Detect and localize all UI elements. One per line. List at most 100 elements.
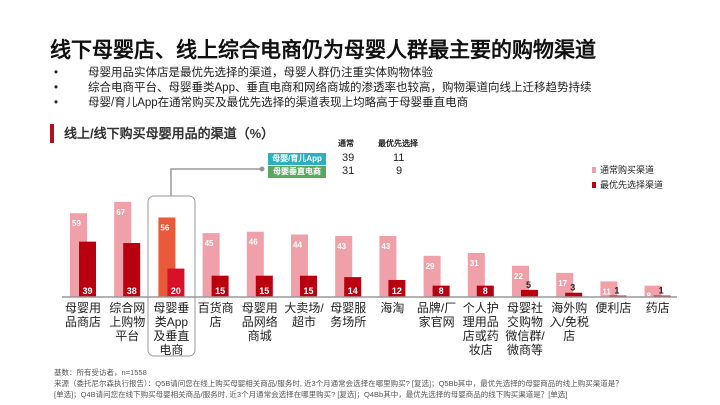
bar-first — [521, 289, 538, 297]
data-label-first: 38 — [127, 286, 137, 296]
category-label: 务场所 — [330, 314, 366, 329]
callout-value: 39 — [342, 152, 355, 164]
category-label: 店 — [563, 329, 575, 343]
category-label: 品网络 — [242, 314, 278, 329]
category-label: 理用品 — [463, 315, 499, 329]
category-label: 及垂直 — [153, 329, 189, 343]
data-label-first: 14 — [348, 286, 358, 296]
footnote-source: [单选]；Q4B请问您在线下购买母婴相关商品/服务时, 近3个月通常会选择在哪里… — [54, 390, 568, 399]
data-label-first: 15 — [215, 286, 225, 296]
data-label-usual: 22 — [514, 272, 523, 281]
data-label-usual: 29 — [426, 262, 435, 271]
bullet-list: 母婴用品实体店是最优先选择的渠道，母婴人群仍注重实体购物体验 综合电商平台、母婴… — [54, 66, 591, 111]
page-title: 线下母婴店、线上综合电商仍为母婴人群最主要的购物渠道 — [50, 39, 596, 62]
category-label: 母婴垂 — [153, 301, 189, 315]
data-label-first: 39 — [82, 286, 92, 296]
category-label: 店 — [210, 315, 222, 329]
category-label: 药店 — [646, 301, 670, 315]
category-label: 海淘 — [380, 300, 404, 315]
bar-first — [565, 292, 583, 297]
data-label-first: 8 — [483, 286, 488, 296]
bar-first — [432, 285, 450, 297]
category-label: 综合网 — [109, 300, 145, 315]
category-label: 超市 — [292, 314, 316, 329]
data-label-usual: 43 — [381, 242, 390, 251]
data-label-usual: 67 — [116, 208, 125, 217]
legend-swatch — [592, 167, 596, 173]
data-label-usual: 44 — [293, 241, 302, 250]
category-label: 类App — [155, 315, 189, 329]
callout-value: 9 — [396, 165, 403, 177]
data-label-usual: 8 — [647, 292, 652, 301]
bar-usual — [644, 285, 662, 297]
category-label: 母婴用 — [242, 301, 278, 315]
legend-label: 最优先选择渠道 — [600, 180, 664, 190]
callout-tag: 母婴垂直电商 — [268, 166, 326, 178]
bar-first — [211, 275, 229, 297]
legend-item: 通常购买渠道 — [592, 163, 654, 176]
data-label-first: 3 — [570, 283, 575, 293]
category-label: 店或药 — [463, 329, 499, 343]
bar-usual — [600, 281, 618, 297]
callout-col-first: 最优先选择 — [378, 139, 418, 148]
data-label-first: 8 — [439, 286, 444, 296]
bullet: 母婴/育儿App在通常购买及最优先选择的渠道表现上均略高于母婴垂直电商 — [54, 96, 591, 111]
category-label: 家官网 — [419, 314, 455, 329]
data-label-first: 1 — [614, 286, 619, 296]
category-label: 母婴服 — [330, 301, 366, 315]
data-label-usual: 31 — [470, 259, 479, 268]
bar-first — [344, 277, 362, 297]
data-label-first: 12 — [392, 286, 402, 296]
bar-first — [476, 285, 494, 297]
bar-first — [255, 275, 273, 297]
bar-first — [388, 279, 406, 297]
category-label: 商城 — [248, 328, 272, 343]
category-label: 品牌/厂 — [417, 301, 456, 315]
bar-first — [167, 268, 185, 297]
data-label-usual: 45 — [205, 239, 214, 248]
connector-line — [170, 168, 262, 196]
category-label: 电商 — [159, 342, 183, 357]
category-label: 上购物 — [109, 314, 145, 329]
data-label-usual: 56 — [160, 223, 169, 232]
bullet: 母婴用品实体店是最优先选择的渠道，母婴人群仍注重实体购物体验 — [54, 66, 591, 81]
callout-tag: 母婴/育儿App — [268, 153, 326, 165]
category-label: 微信群/ — [505, 329, 545, 343]
data-label-usual: 11 — [602, 287, 611, 296]
category-label: 微商等 — [507, 342, 543, 357]
legend-item: 最优先选择渠道 — [592, 178, 663, 191]
callout-col-usual: 通常 — [338, 139, 354, 148]
footnote: 基数：所有受访者，n=1558 来源（委托尼尔森执行报告）：Q5B请问您在线上购… — [54, 367, 694, 400]
bar-first — [300, 275, 317, 297]
data-label-first: 15 — [303, 286, 313, 296]
data-label-first: 15 — [259, 286, 269, 296]
bar-first — [123, 243, 141, 297]
data-label-usual: 43 — [337, 242, 346, 251]
data-label-usual: 17 — [558, 279, 567, 288]
connector-dot — [259, 166, 265, 172]
category-label: 百货商 — [198, 300, 234, 315]
category-label: 大卖场/ — [284, 301, 324, 315]
category-label: 个人护 — [463, 301, 499, 315]
data-label-first: 1 — [659, 286, 664, 296]
footnote-source: 来源（委托尼尔森执行报告）：Q5B请问您在线上购买母婴相关商品/服务时, 近3个… — [54, 379, 623, 388]
category-label: 母婴用 — [65, 301, 101, 315]
category-label: 交购物 — [507, 314, 543, 329]
data-label-usual: 59 — [72, 219, 81, 228]
legend-label: 通常购买渠道 — [600, 165, 655, 175]
callout-value: 11 — [393, 152, 405, 164]
category-label: 妆店 — [469, 343, 493, 357]
bar-usual — [512, 265, 529, 297]
data-label-usual: 46 — [249, 238, 258, 247]
category-label: 母婴社 — [507, 300, 543, 315]
callout-value: 31 — [342, 165, 355, 177]
legend-swatch — [592, 182, 596, 188]
category-label: 平台 — [115, 328, 139, 343]
section-title: 线上/线下购买母婴用品的渠道（%） — [50, 124, 274, 143]
data-label-first: 5 — [526, 280, 531, 290]
category-label: 入/免税 — [550, 314, 589, 329]
bar-first — [79, 241, 96, 297]
category-label: 品商店 — [65, 314, 101, 329]
footnote-base: 基数：所有受访者，n=1558 — [54, 368, 147, 377]
